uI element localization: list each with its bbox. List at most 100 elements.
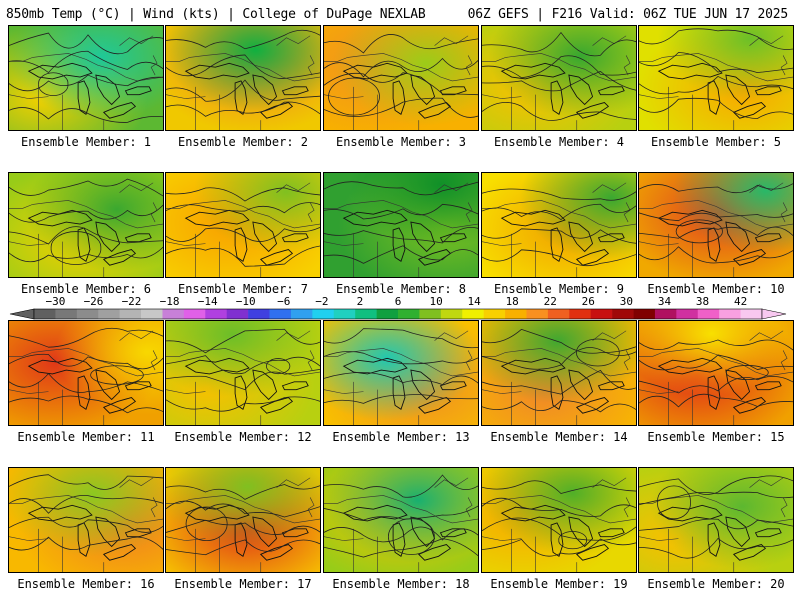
- political-border: [482, 200, 636, 229]
- height-contour: [328, 77, 380, 116]
- ensemble-member-label: Ensemble Member: 10: [647, 282, 785, 296]
- height-contour: [639, 75, 793, 95]
- lake-outline: [95, 369, 121, 401]
- colorbar-swatch: [526, 309, 549, 319]
- temperature-field: [324, 321, 478, 425]
- lake-outline: [439, 86, 467, 96]
- ensemble-member-label: Ensemble Member: 6: [20, 282, 152, 296]
- lake-outline: [392, 80, 406, 115]
- lake-outline: [657, 209, 723, 227]
- height-contour: [166, 519, 320, 535]
- lake-outline: [252, 516, 278, 548]
- political-border: [482, 241, 522, 246]
- political-border: [324, 495, 478, 524]
- ensemble-member-label: Ensemble Member: 18: [332, 577, 470, 591]
- political-border: [623, 202, 631, 223]
- colorbar-swatch: [612, 309, 634, 319]
- colorbar-swatch: [676, 309, 699, 319]
- lake-outline: [124, 86, 152, 96]
- ensemble-member-label: Ensemble Member: 14: [490, 430, 628, 444]
- lake-outline: [252, 74, 278, 106]
- height-contour: [639, 376, 793, 394]
- colorbar-tick-label: −18: [159, 295, 180, 308]
- colorbar-tick-label: −10: [235, 295, 256, 308]
- colorbar-swatch: [569, 309, 591, 319]
- lake-outline: [281, 381, 309, 391]
- height-contour: [9, 107, 163, 123]
- ensemble-member-map: [8, 467, 164, 573]
- lake-outline: [550, 80, 564, 115]
- colorbar-tick-label: 34: [657, 295, 672, 308]
- temperature-field: [166, 173, 320, 277]
- colorbar-tick-label: 14: [467, 295, 481, 308]
- lake-outline: [707, 375, 721, 410]
- lake-outline: [184, 209, 250, 227]
- ensemble-member-map: [481, 25, 637, 131]
- lake-outline: [27, 62, 93, 80]
- temperature-field: [639, 26, 793, 130]
- political-border: [166, 200, 320, 229]
- height-contour: [482, 328, 636, 354]
- height-contour: [166, 226, 320, 242]
- ensemble-member-map: [165, 25, 321, 131]
- colorbar-swatch: [290, 309, 313, 319]
- product-title: 850mb Temp (°C) | Wind (kts) | College o…: [6, 7, 426, 22]
- political-border: [592, 35, 627, 46]
- lake-outline: [568, 369, 594, 401]
- height-contour: [482, 347, 636, 370]
- colorbar-swatch: [419, 309, 442, 319]
- ensemble-member-label: Ensemble Member: 17: [174, 577, 312, 591]
- height-contour: [482, 249, 636, 267]
- lake-outline: [575, 397, 610, 414]
- height-contour: [639, 212, 793, 222]
- ensemble-member-label: Ensemble Member: 4: [493, 135, 625, 149]
- lake-outline: [234, 80, 248, 115]
- political-border: [166, 241, 206, 246]
- height-contour: [482, 70, 636, 92]
- ensemble-member-map: [8, 320, 164, 426]
- temperature-field: [9, 173, 163, 277]
- temperature-field: [166, 468, 320, 572]
- political-border: [324, 389, 364, 394]
- height-contour: [639, 354, 793, 371]
- temperature-field: [639, 321, 793, 425]
- colorbar-swatch: [205, 309, 227, 319]
- height-contour: [324, 505, 478, 521]
- political-border: [9, 241, 49, 246]
- height-contour: [639, 183, 793, 194]
- ensemble-member-label: Ensemble Member: 2: [177, 135, 309, 149]
- political-border: [639, 241, 679, 246]
- height-contour: [9, 32, 163, 55]
- ensemble-member-label: Ensemble Member: 20: [647, 577, 785, 591]
- lake-outline: [568, 74, 594, 106]
- political-border: [465, 350, 473, 371]
- height-contour: [324, 57, 478, 78]
- height-contour: [166, 328, 320, 354]
- lake-outline: [417, 397, 452, 414]
- temperature-field: [639, 173, 793, 277]
- lake-outline: [259, 544, 294, 561]
- ensemble-member-label: Ensemble Member: 15: [647, 430, 785, 444]
- height-contour: [482, 538, 636, 557]
- colorbar-tick-label: 22: [543, 295, 557, 308]
- political-border: [623, 497, 631, 518]
- colorbar-swatch: [183, 309, 206, 319]
- ensemble-member-label: Ensemble Member: 13: [332, 430, 470, 444]
- colorbar-tick-label: 26: [581, 295, 595, 308]
- height-contour: [166, 54, 320, 79]
- lake-outline: [575, 102, 610, 119]
- political-border: [119, 35, 154, 46]
- colorbar-swatch: [654, 309, 677, 319]
- height-contour: [90, 365, 144, 385]
- height-contour: [9, 327, 163, 348]
- height-contour: [324, 97, 478, 118]
- political-border: [166, 389, 206, 394]
- colorbar-swatch: [483, 309, 506, 319]
- political-border: [324, 348, 478, 377]
- political-border: [324, 200, 478, 229]
- height-contour: [9, 226, 163, 245]
- temperature-field: [639, 468, 793, 572]
- lake-outline: [342, 504, 408, 522]
- lake-outline: [342, 209, 408, 227]
- lake-outline: [95, 74, 121, 106]
